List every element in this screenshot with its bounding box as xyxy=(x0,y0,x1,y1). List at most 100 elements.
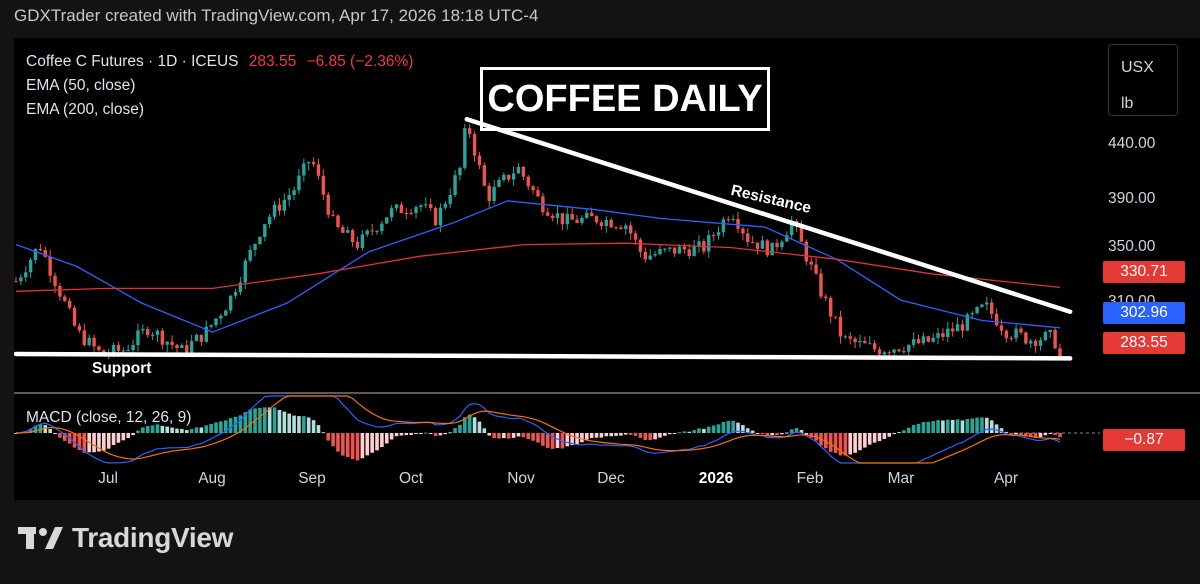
candle-body xyxy=(902,351,906,353)
candle-body xyxy=(58,286,62,297)
candle-body xyxy=(887,352,891,354)
candle-body xyxy=(907,344,911,352)
candle-body xyxy=(668,247,672,249)
macd-histogram-bar xyxy=(53,433,57,434)
candle-body xyxy=(765,240,769,256)
macd-histogram-bar xyxy=(985,417,989,433)
macd-histogram-bar xyxy=(150,425,155,433)
macd-histogram-bar xyxy=(160,425,165,433)
candle-body xyxy=(19,277,23,282)
macd-histogram-bar xyxy=(1038,433,1043,438)
macd-histogram-bar xyxy=(633,433,638,436)
candle-body xyxy=(233,292,238,296)
candle-body xyxy=(955,324,960,332)
candle-body xyxy=(994,313,999,326)
candle-body xyxy=(1014,328,1018,339)
unit-selector[interactable]: USX lb xyxy=(1108,44,1178,116)
x-axis-label: Jul xyxy=(98,470,118,487)
candle-body xyxy=(253,243,257,250)
candle-body xyxy=(609,219,613,228)
x-axis-label: Mar xyxy=(887,470,915,487)
price-chart[interactable] xyxy=(14,38,1200,500)
macd-histogram-bar xyxy=(658,433,662,438)
candle-body xyxy=(277,204,282,211)
macd-histogram-bar xyxy=(194,427,199,433)
macd-histogram-bar xyxy=(282,411,287,433)
candle-body xyxy=(331,214,335,216)
candle-body xyxy=(360,234,365,248)
macd-histogram-bar xyxy=(97,433,101,452)
macd-histogram-bar xyxy=(1014,433,1018,435)
macd-histogram-bar xyxy=(243,412,248,433)
ema50-legend[interactable]: EMA (50, close) xyxy=(26,77,136,94)
candle-body xyxy=(346,230,350,233)
symbol-name[interactable]: Coffee C Futures · 1D · ICEUS xyxy=(26,53,239,70)
x-axis-label: Apr xyxy=(993,470,1019,487)
ema50-price-tag: 302.96 xyxy=(1103,302,1185,324)
macd-histogram-bar xyxy=(599,433,604,438)
candle-body xyxy=(775,242,779,248)
macd-histogram-bar xyxy=(1024,433,1028,437)
macd-histogram-bar xyxy=(614,433,618,436)
candle-body xyxy=(463,128,467,168)
macd-histogram-bar xyxy=(570,433,574,446)
candle-body xyxy=(282,199,287,211)
candle-body xyxy=(160,330,165,345)
symbol-legend[interactable]: Coffee C Futures · 1D · ICEUS 283.55 −6.… xyxy=(26,53,413,71)
macd-histogram-bar xyxy=(126,433,131,439)
macd-histogram-bar xyxy=(721,422,726,433)
candle-body xyxy=(516,166,521,174)
candle-body xyxy=(404,213,408,215)
macd-histogram-bar xyxy=(1028,433,1033,438)
candle-body xyxy=(624,225,628,229)
candle-body xyxy=(633,233,638,240)
macd-histogram-bar xyxy=(14,433,18,434)
candle-body xyxy=(707,235,711,252)
candle-body xyxy=(511,173,516,180)
candle-body xyxy=(155,330,160,335)
candle-body xyxy=(33,248,38,260)
candle-body xyxy=(385,217,389,224)
macd-histogram-bar xyxy=(580,433,584,443)
candle-body xyxy=(63,296,67,301)
macd-histogram-bar xyxy=(550,433,555,449)
candle-body xyxy=(692,245,696,257)
chart-panel[interactable]: Coffee C Futures · 1D · ICEUS 283.55 −6.… xyxy=(14,38,1200,500)
macd-histogram-bar xyxy=(287,413,291,433)
macd-histogram-bar xyxy=(545,433,550,448)
tradingview-footer[interactable]: TradingView xyxy=(18,522,233,554)
macd-histogram-bar xyxy=(341,433,345,456)
candle-body xyxy=(150,334,155,336)
macd-histogram-bar xyxy=(463,417,467,433)
ema200-legend[interactable]: EMA (200, close) xyxy=(26,101,145,118)
candle-body xyxy=(677,246,682,254)
macd-histogram-bar xyxy=(697,428,701,433)
candle-body xyxy=(419,205,423,208)
candle-body xyxy=(916,339,921,344)
macd-histogram-bar xyxy=(945,419,950,433)
macd-histogram-bar xyxy=(482,428,487,433)
macd-histogram-bar xyxy=(648,433,653,441)
candle-body xyxy=(911,339,916,345)
macd-histogram-bar xyxy=(228,418,233,433)
candle-body xyxy=(672,247,677,254)
candle-body xyxy=(424,204,428,206)
candle-body xyxy=(433,208,438,226)
macd-legend[interactable]: MACD (close, 12, 26, 9) xyxy=(26,409,192,426)
candle-body xyxy=(126,350,130,352)
macd-histogram-bar xyxy=(682,431,687,433)
candle-body xyxy=(355,242,360,248)
ema200-line xyxy=(15,242,1061,292)
candle-body xyxy=(638,239,643,252)
macd-histogram-bar xyxy=(828,433,833,452)
macd-histogram-bar xyxy=(467,414,472,433)
candle-body xyxy=(302,163,306,176)
macd-histogram-bar xyxy=(321,432,326,434)
macd-histogram-bar xyxy=(775,433,779,436)
candle-body xyxy=(892,349,896,353)
candle-body xyxy=(204,326,208,342)
x-axis-label: Aug xyxy=(198,470,226,487)
macd-histogram-bar xyxy=(960,420,965,433)
candle-body xyxy=(443,203,448,208)
macd-histogram-bar xyxy=(423,432,428,434)
